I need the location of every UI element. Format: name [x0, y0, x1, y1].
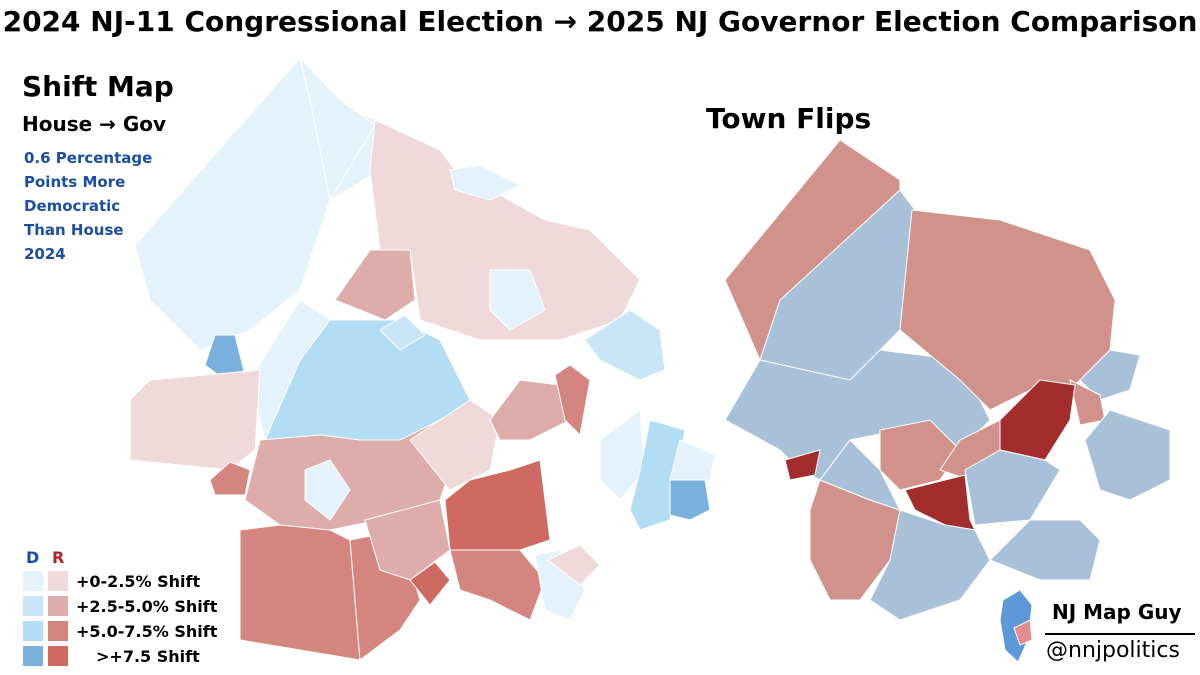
region [584, 309, 666, 381]
legend-r: R [52, 548, 65, 567]
note-line: Points More [24, 173, 126, 191]
region [669, 439, 716, 481]
region [299, 56, 376, 202]
region [334, 249, 416, 321]
region [819, 439, 901, 511]
heading: Shift Map [22, 70, 174, 103]
legend-label: >+7.5 Shift [96, 647, 200, 666]
note-line: 0.6 Percentage [24, 149, 153, 167]
region [129, 369, 261, 471]
swatch [23, 596, 43, 616]
region [379, 314, 426, 351]
swatch [48, 571, 68, 591]
note: 0.6 Percentage Points More Democratic Than … [24, 146, 152, 266]
region [304, 459, 351, 521]
swatch [48, 596, 68, 616]
region [239, 524, 361, 661]
region [409, 561, 451, 606]
region [784, 449, 821, 481]
region [534, 549, 586, 621]
note-line: 2024 [24, 245, 66, 263]
region [554, 364, 591, 437]
region [669, 479, 711, 521]
region [409, 399, 501, 491]
legend-label: +2.5-5.0% Shift [76, 597, 218, 616]
region [989, 519, 1101, 581]
subheading: House → Gov [22, 112, 167, 136]
legend-swatches [23, 571, 68, 666]
town-flips-map [724, 139, 1171, 621]
icon-shape [999, 589, 1033, 663]
shift-map [129, 56, 716, 661]
brand-name: NJ Map Guy [1052, 600, 1182, 624]
region [449, 549, 546, 621]
swatch [23, 646, 43, 666]
swatch [23, 571, 43, 591]
region [489, 269, 546, 331]
region [547, 544, 601, 586]
swatch [23, 621, 43, 641]
region [1084, 409, 1171, 501]
legend-label: +0-2.5% Shift [76, 572, 201, 591]
nj-icon [999, 589, 1033, 663]
swatch [48, 621, 68, 641]
note-line: Democratic [24, 197, 121, 215]
icon-shape [1013, 619, 1033, 646]
region [209, 461, 251, 496]
region [964, 449, 1061, 526]
legend-label: +5.0-7.5% Shift [76, 622, 218, 641]
title: 2024 NJ-11 Congressional Election → 2025… [2, 5, 1198, 38]
region [449, 164, 522, 201]
region [599, 409, 646, 501]
legend-d: D [26, 548, 40, 567]
brand-handle: @nnjpolitics [1046, 638, 1180, 663]
heading: Town Flips [706, 102, 872, 135]
swatch [48, 646, 68, 666]
region [249, 299, 331, 442]
note-line: Than House [24, 221, 124, 239]
